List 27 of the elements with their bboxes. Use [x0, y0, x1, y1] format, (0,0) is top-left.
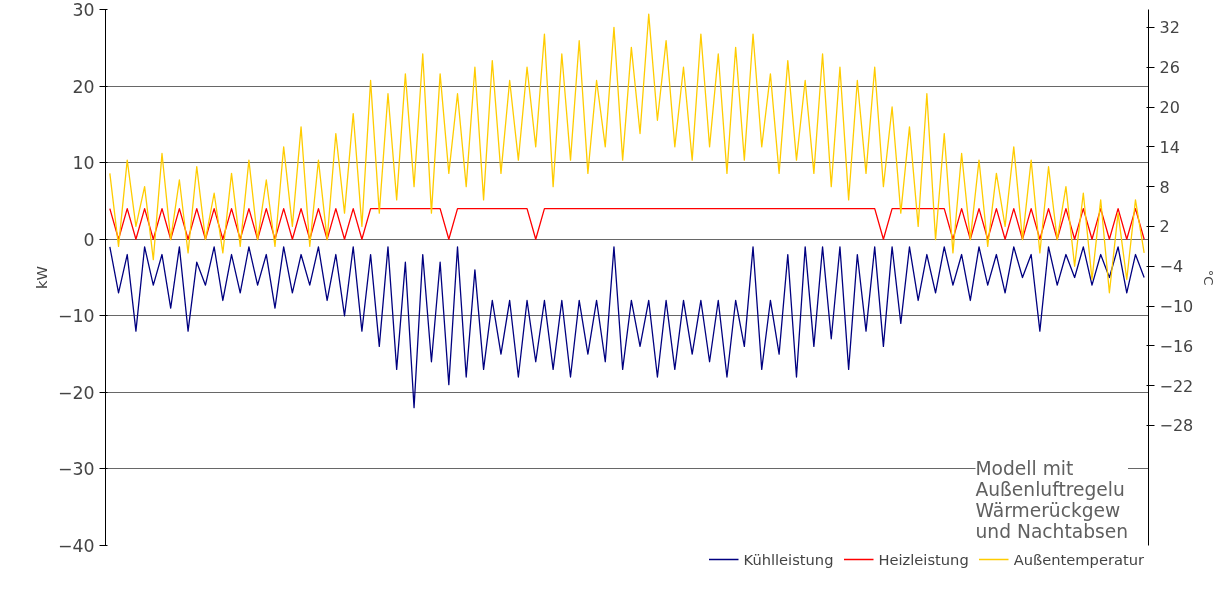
legend-label: Kühlleistung: [743, 550, 834, 568]
y2-tick-label: 14: [1159, 137, 1180, 157]
y2-axis-title: °C: [1201, 269, 1217, 286]
y-tick-label: −20: [57, 382, 95, 403]
y2-tick-label: −4: [1159, 257, 1184, 277]
line-series: [109, 13, 1145, 294]
y2-tick-label: 2: [1159, 217, 1170, 237]
y2-tick-label: −10: [1159, 297, 1194, 317]
y-tick-label: 0: [83, 229, 95, 250]
y-tick-label: −30: [57, 459, 95, 480]
y-tick-label: 20: [72, 76, 95, 97]
y2-tick-label: 32: [1159, 18, 1180, 38]
legend-label: Außentemperatur: [1013, 550, 1144, 568]
line-series: [109, 246, 1145, 409]
y-axis-title: kW: [32, 265, 50, 289]
y2-tick-label: 8: [1159, 177, 1170, 197]
y-tick-label: −10: [57, 306, 95, 327]
y2-tick-label: −22: [1159, 376, 1194, 396]
y2-tick-label: 26: [1159, 58, 1180, 78]
y-tick-label: 30: [72, 0, 95, 20]
y2-tick-label: −16: [1159, 336, 1194, 356]
annotation: Modell mit Außenluftregelu Wärmerückgew und Nachtabsen: [975, 457, 1129, 542]
legend-label: Heizleistung: [878, 550, 969, 568]
y2-tick-label: −28: [1159, 416, 1194, 436]
y-tick-label: 10: [72, 153, 95, 174]
y2-tick-label: 20: [1159, 98, 1180, 118]
y-tick-label: −40: [57, 536, 95, 556]
